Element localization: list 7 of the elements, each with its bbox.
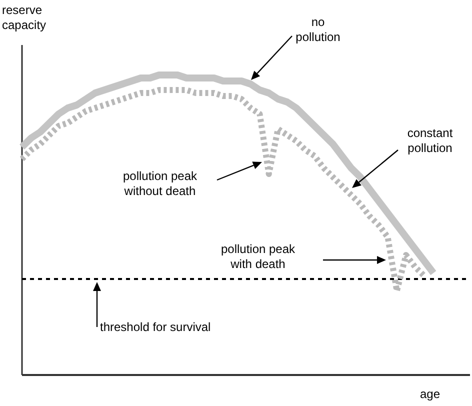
ref-line-label: threshold for survival	[100, 320, 211, 334]
annotation: pollution peak with death	[220, 242, 296, 271]
annotation: constant pollution	[407, 126, 454, 155]
y-axis-title: reserve capacity	[2, 3, 46, 32]
annotation: pollution peak without death	[122, 169, 198, 198]
text: no pollution	[296, 15, 340, 44]
x-axis-title: age	[420, 387, 440, 401]
